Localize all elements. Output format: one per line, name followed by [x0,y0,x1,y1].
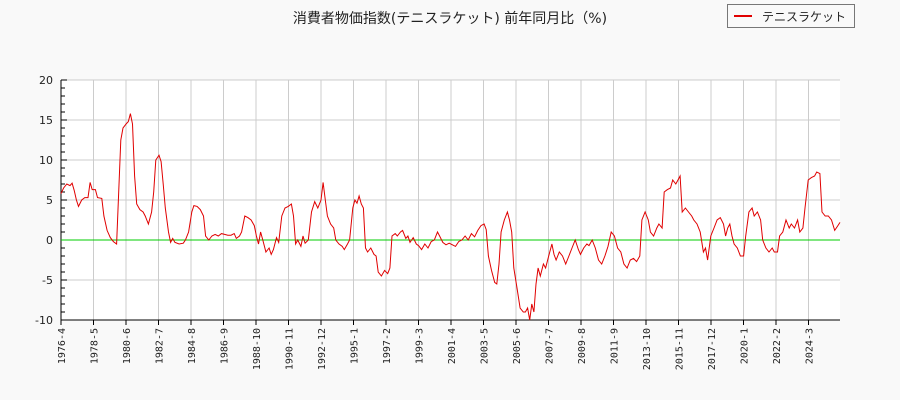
x-tick-label: 1995-1 [350,328,361,364]
x-tick-label: 2015-11 [675,328,686,370]
chart-title: 消費者物価指数(テニスラケット) 前年同月比（%) [292,11,608,27]
y-tick-label: 10 [39,154,53,167]
y-tick-label: 0 [46,234,53,247]
x-tick-label: 2011-9 [610,328,621,364]
x-tick-label: 2024-3 [805,328,816,364]
x-tick-label: 2009-8 [577,328,588,364]
x-tick-label: 1982-7 [155,328,166,364]
x-tick-label: 1978-5 [90,328,101,364]
x-tick-label: 1997-2 [382,328,393,364]
x-tick-label: 2003-5 [480,328,491,364]
x-tick-label: 2001-4 [447,328,458,364]
y-tick-label: 5 [46,194,53,207]
x-tick-label: 2005-6 [512,328,523,364]
legend-label: テニスラケット [762,9,847,24]
x-tick-label: 1984-8 [187,328,198,364]
y-tick-label: -5 [42,274,53,287]
x-tick-label: 2007-7 [545,328,556,364]
x-tick-label: 2017-12 [707,328,718,370]
x-tick-label: 1988-10 [252,328,263,370]
x-tick-label: 1992-12 [317,328,328,370]
y-tick-label: -10 [35,314,53,327]
y-tick-label: 20 [39,74,53,87]
y-axis: 20 15 10 5 0 -5 -10 [35,74,67,327]
legend: テニスラケット [727,4,855,28]
series-line-tennis-racket [60,113,841,321]
x-tick-label: 2013-10 [642,328,653,370]
x-tick-label: 1990-11 [285,328,296,370]
x-axis: 1976-4 1978-5 1980-6 1982-7 1984-8 1986-9 1988… [57,319,840,370]
x-tick-label: 1986-9 [220,328,231,364]
x-tick-label: 2022-2 [772,328,783,364]
legend-swatch [734,15,752,17]
y-tick-label: 15 [39,114,53,127]
x-tick-label: 1999-3 [415,328,426,364]
x-tick-label: 1980-6 [122,328,133,364]
x-tick-label: 1976-4 [57,328,68,364]
x-tick-label: 2020-1 [740,328,751,364]
